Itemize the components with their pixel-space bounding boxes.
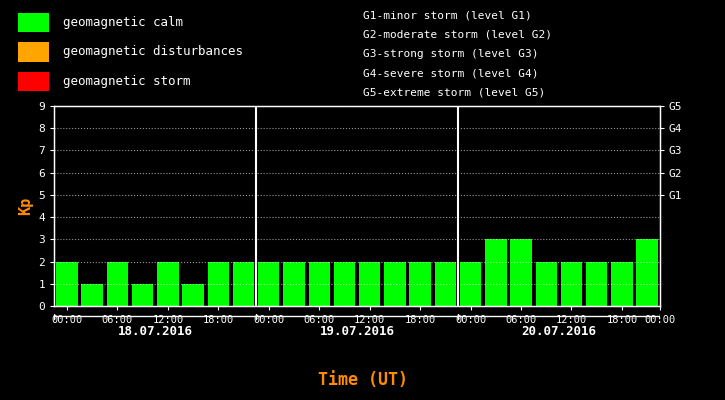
Bar [183,284,204,306]
Bar [17,13,49,32]
Bar [157,262,178,306]
Text: geomagnetic disturbances: geomagnetic disturbances [63,46,243,58]
Bar [233,262,254,306]
Bar [384,262,405,306]
Bar [510,239,531,306]
Text: G4-severe storm (level G4): G4-severe storm (level G4) [362,68,538,78]
Y-axis label: Kp: Kp [18,197,33,215]
Bar [81,284,103,306]
Bar [57,262,78,306]
Text: 20.07.2016: 20.07.2016 [521,325,597,338]
Text: geomagnetic storm: geomagnetic storm [63,75,191,88]
Text: 18.07.2016: 18.07.2016 [117,325,193,338]
Bar [207,262,229,306]
Bar [258,262,280,306]
Bar [17,72,49,91]
Bar [107,262,128,306]
Bar [17,42,49,62]
Bar [637,239,658,306]
Bar [560,262,582,306]
Bar [132,284,154,306]
Bar [536,262,557,306]
Bar [309,262,330,306]
Bar [410,262,431,306]
Bar [460,262,481,306]
Text: G2-moderate storm (level G2): G2-moderate storm (level G2) [362,30,552,40]
Bar [586,262,608,306]
Bar [359,262,381,306]
Bar [334,262,355,306]
Bar [485,239,507,306]
Text: G3-strong storm (level G3): G3-strong storm (level G3) [362,49,538,59]
Text: G1-minor storm (level G1): G1-minor storm (level G1) [362,10,531,20]
Bar [283,262,304,306]
Text: 19.07.2016: 19.07.2016 [320,325,394,338]
Bar [434,262,456,306]
Text: G5-extreme storm (level G5): G5-extreme storm (level G5) [362,87,545,97]
Bar [611,262,633,306]
Text: Time (UT): Time (UT) [318,371,407,389]
Text: geomagnetic calm: geomagnetic calm [63,16,183,29]
